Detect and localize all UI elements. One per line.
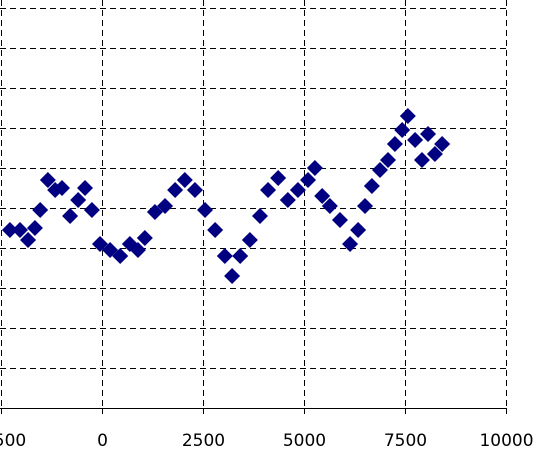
marker [1, 222, 18, 238]
marker [129, 242, 146, 258]
marker [386, 136, 403, 152]
marker [260, 182, 277, 198]
marker [306, 160, 323, 176]
marker [350, 222, 367, 238]
marker [112, 248, 129, 264]
marker [241, 232, 258, 248]
marker [300, 172, 317, 188]
marker [176, 172, 193, 188]
marker [20, 232, 37, 248]
marker [399, 108, 416, 124]
marker [77, 180, 94, 196]
marker [207, 222, 224, 238]
marker [314, 188, 331, 204]
marker [426, 146, 443, 162]
x-tick-label: 0 [97, 431, 108, 451]
marker [136, 230, 153, 246]
x-tick-label: 7500 [384, 431, 427, 451]
marker [363, 178, 380, 194]
marker [380, 152, 397, 168]
marker [54, 180, 71, 196]
marker [157, 198, 174, 214]
marker [26, 220, 43, 236]
marker [232, 248, 249, 264]
marker [289, 182, 306, 198]
marker [224, 268, 241, 284]
marker [91, 236, 108, 252]
marker [434, 136, 451, 152]
marker [357, 198, 374, 214]
marker [83, 202, 100, 218]
marker [394, 122, 411, 138]
marker [70, 192, 87, 208]
marker [251, 208, 268, 224]
marker [32, 202, 49, 218]
marker [216, 248, 233, 264]
marker [11, 222, 28, 238]
marker [197, 202, 214, 218]
marker [321, 198, 338, 214]
marker [407, 132, 424, 148]
marker [146, 204, 163, 220]
marker [342, 236, 359, 252]
marker [39, 172, 56, 188]
marker [420, 126, 437, 142]
x-tick-label: 5000 [283, 431, 326, 451]
marker [371, 162, 388, 178]
marker [331, 212, 348, 228]
marker [167, 182, 184, 198]
marker [186, 182, 203, 198]
marker [102, 242, 119, 258]
marker [413, 152, 430, 168]
marker [270, 170, 287, 186]
marker [62, 208, 79, 224]
x-tick-label: 2500 [182, 431, 225, 451]
x-tick-label: -2500 [0, 431, 26, 451]
x-tick-label: 10000 [479, 431, 533, 451]
marker [279, 192, 296, 208]
